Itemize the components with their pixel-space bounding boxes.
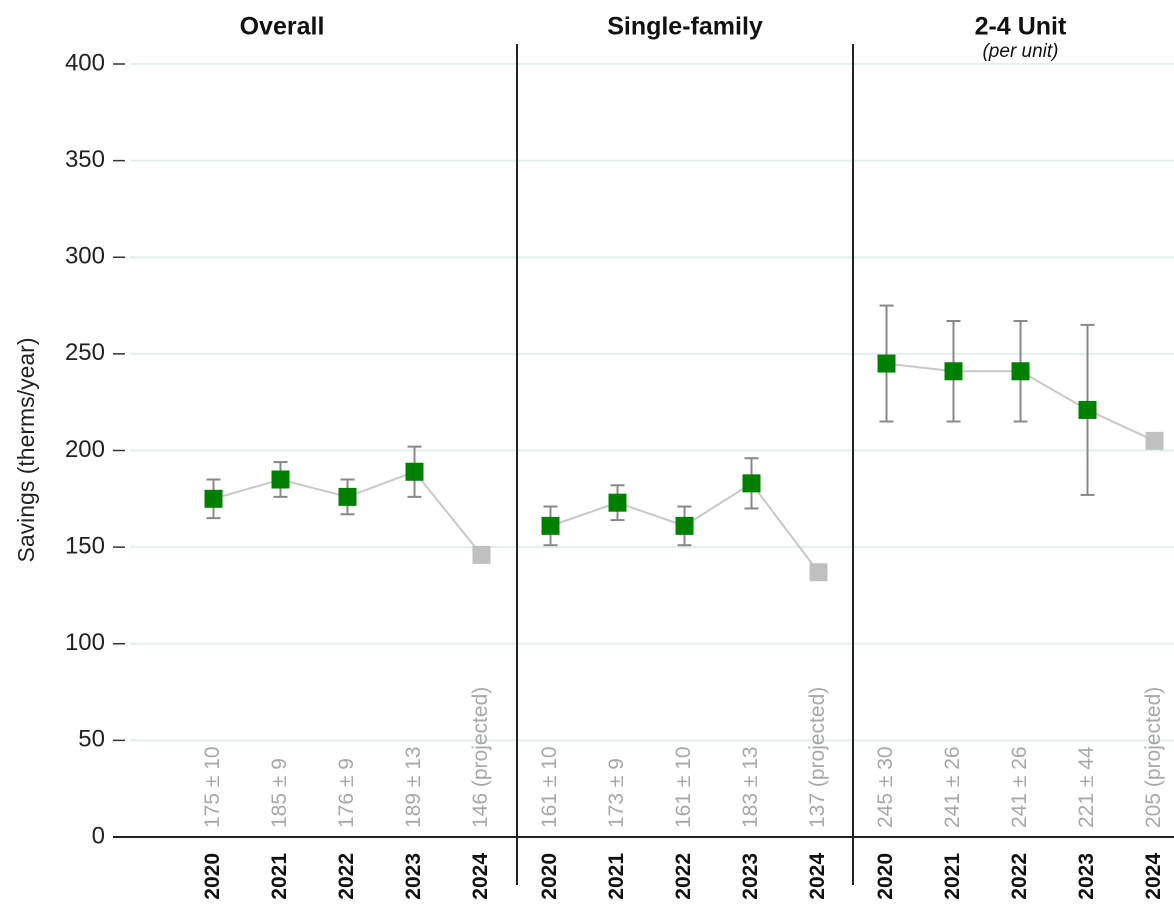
value-label: 241 ± 26 xyxy=(941,746,964,828)
marker xyxy=(541,516,560,535)
x-tick-label: 2024 xyxy=(469,853,492,900)
value-label: 176 ± 9 xyxy=(335,758,358,828)
y-tick-label: 300 xyxy=(65,243,105,270)
panel-subtitle: (per unit) xyxy=(982,41,1058,62)
marker xyxy=(944,362,963,381)
marker xyxy=(1011,362,1030,381)
x-tick-label: 2020 xyxy=(538,853,561,900)
x-tick-label: 2021 xyxy=(941,853,964,900)
y-tick-label: 200 xyxy=(65,436,105,463)
marker xyxy=(405,462,424,481)
panel-title: Overall xyxy=(240,13,325,41)
y-tick-label: 50 xyxy=(78,726,105,753)
value-label: 161 ± 10 xyxy=(672,746,695,828)
value-label: 221 ± 44 xyxy=(1075,746,1098,828)
marker xyxy=(338,487,357,506)
value-label: 241 ± 26 xyxy=(1008,746,1031,828)
x-tick-label: 2021 xyxy=(268,853,291,900)
marker xyxy=(675,516,694,535)
value-label: 161 ± 10 xyxy=(538,746,561,828)
marker xyxy=(809,563,828,582)
x-tick-label: 2020 xyxy=(201,853,224,900)
x-tick-label: 2021 xyxy=(605,853,628,900)
marker xyxy=(1145,431,1164,450)
y-tick-label: 150 xyxy=(65,532,105,559)
value-label: 185 ± 9 xyxy=(268,758,291,828)
marker xyxy=(271,470,290,489)
value-label: 137 (projected) xyxy=(806,687,829,828)
marker xyxy=(877,354,896,373)
x-tick-label: 2024 xyxy=(806,853,829,900)
panel-title: Single-family xyxy=(607,13,763,41)
value-label: 173 ± 9 xyxy=(605,758,628,828)
x-tick-label: 2022 xyxy=(1008,853,1031,900)
value-label: 205 (projected) xyxy=(1142,687,1165,828)
panel-title: 2-4 Unit xyxy=(975,13,1067,41)
y-tick-label: 0 xyxy=(92,822,105,849)
x-tick-label: 2024 xyxy=(1142,853,1165,900)
value-label: 245 ± 30 xyxy=(874,746,897,828)
x-tick-label: 2022 xyxy=(672,853,695,900)
marker xyxy=(204,489,223,508)
y-axis-label: Savings (therms/year) xyxy=(13,338,39,563)
value-label: 175 ± 10 xyxy=(201,746,224,828)
x-tick-label: 2023 xyxy=(739,853,762,900)
x-tick-label: 2022 xyxy=(335,853,358,900)
marker xyxy=(742,474,761,493)
value-label: 183 ± 13 xyxy=(739,746,762,828)
y-tick-label: 100 xyxy=(65,629,105,656)
marker xyxy=(608,493,627,512)
x-tick-label: 2023 xyxy=(402,853,425,900)
marker xyxy=(472,545,491,564)
value-label: 146 (projected) xyxy=(469,687,492,828)
x-tick-label: 2023 xyxy=(1075,853,1098,900)
y-tick-label: 350 xyxy=(65,146,105,173)
x-tick-label: 2020 xyxy=(874,853,897,900)
y-tick-label: 400 xyxy=(65,49,105,76)
value-label: 189 ± 13 xyxy=(402,746,425,828)
marker xyxy=(1078,400,1097,419)
y-tick-label: 250 xyxy=(65,339,105,366)
